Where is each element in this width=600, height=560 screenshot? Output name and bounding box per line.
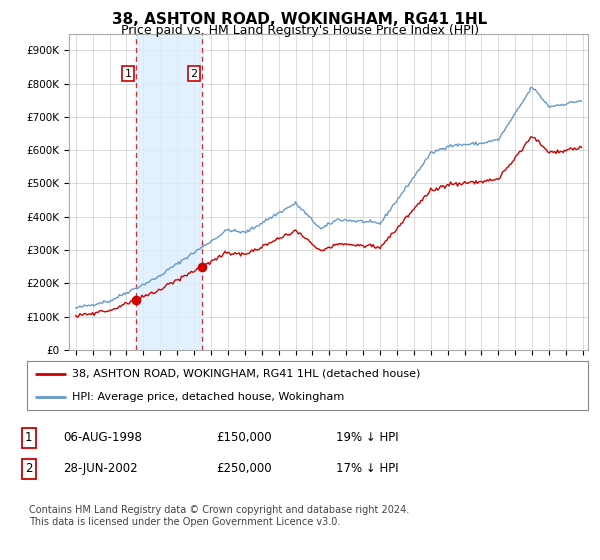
Text: 2: 2 xyxy=(190,68,197,78)
Bar xyxy=(136,34,202,350)
Text: 06-AUG-1998: 06-AUG-1998 xyxy=(63,431,142,445)
Text: 1: 1 xyxy=(25,431,32,445)
Text: 17% ↓ HPI: 17% ↓ HPI xyxy=(336,462,398,475)
Text: Contains HM Land Registry data © Crown copyright and database right 2024.
This d: Contains HM Land Registry data © Crown c… xyxy=(29,505,409,527)
Text: 28-JUN-2002: 28-JUN-2002 xyxy=(63,462,137,475)
Text: 1: 1 xyxy=(124,68,131,78)
Text: Price paid vs. HM Land Registry's House Price Index (HPI): Price paid vs. HM Land Registry's House … xyxy=(121,24,479,36)
Text: 38, ASHTON ROAD, WOKINGHAM, RG41 1HL: 38, ASHTON ROAD, WOKINGHAM, RG41 1HL xyxy=(112,12,488,27)
Text: 38, ASHTON ROAD, WOKINGHAM, RG41 1HL (detached house): 38, ASHTON ROAD, WOKINGHAM, RG41 1HL (de… xyxy=(72,369,420,379)
Text: £150,000: £150,000 xyxy=(216,431,272,445)
Text: 19% ↓ HPI: 19% ↓ HPI xyxy=(336,431,398,445)
Text: HPI: Average price, detached house, Wokingham: HPI: Average price, detached house, Woki… xyxy=(72,391,344,402)
Text: 2: 2 xyxy=(25,462,32,475)
Text: £250,000: £250,000 xyxy=(216,462,272,475)
Bar xyxy=(574,34,592,350)
